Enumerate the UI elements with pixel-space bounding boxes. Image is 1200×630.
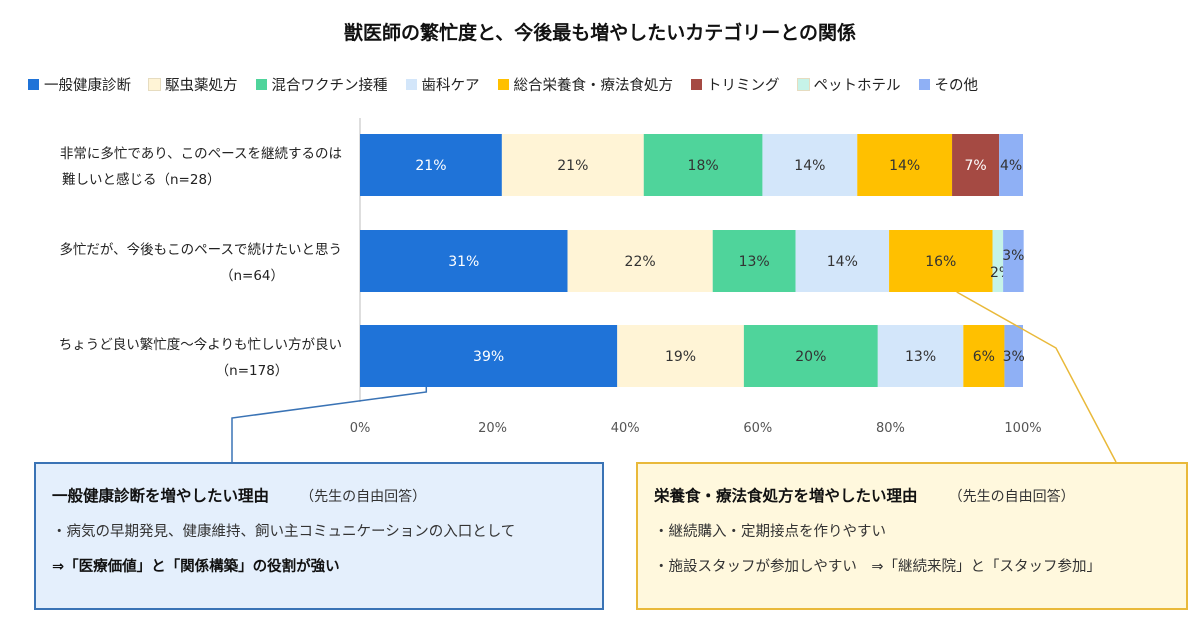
bar-segment xyxy=(999,134,1023,196)
callout-left-connector xyxy=(231,387,428,462)
x-tick-label: 0% xyxy=(350,421,371,436)
data-label: 3% xyxy=(1003,349,1025,365)
legend-swatch xyxy=(255,79,267,90)
data-label: 39% xyxy=(473,349,504,365)
legend-swatch xyxy=(28,79,39,90)
x-tick-label: 60% xyxy=(743,421,772,436)
callout-right-connector xyxy=(956,291,1117,463)
legend-swatch xyxy=(405,79,417,90)
legend-swatch xyxy=(796,78,810,91)
legend-item: 一般健康診断 xyxy=(28,74,131,95)
bar-segment xyxy=(877,325,964,387)
legend-label: その他 xyxy=(934,78,979,94)
legend-label: 混合ワクチン接種 xyxy=(271,78,388,94)
bar-segment xyxy=(360,134,502,196)
data-label: 14% xyxy=(827,254,858,270)
legend-swatch xyxy=(918,79,930,90)
callout-nutrition-food: 栄養食・療法食処方を増やしたい理由 （先生の自由回答） ・継続購入・定期接点を作… xyxy=(636,462,1188,610)
data-label: 7% xyxy=(964,158,986,174)
bar-segment xyxy=(889,230,993,292)
category-label: （n=178） xyxy=(216,363,289,379)
data-label: 13% xyxy=(905,349,936,365)
bar-segment xyxy=(617,325,744,387)
data-label: 21% xyxy=(557,158,588,174)
x-tick-label: 40% xyxy=(611,421,640,436)
callout-right-reason-2: ・施設スタッフが参加しやすい ⇒「継続来院」と「スタッフ参加」 xyxy=(654,559,1102,575)
legend-item: ペットホテル xyxy=(796,74,901,95)
data-label: 22% xyxy=(625,254,656,270)
chart-title: 獣医師の繁忙度と、今後最も増やしたいカテゴリーとの関係 xyxy=(343,22,857,44)
legend-label: トリミング xyxy=(707,78,780,94)
data-label: 31% xyxy=(448,254,479,270)
x-tick-label: 80% xyxy=(876,421,905,436)
legend-label: 駆虫薬処方 xyxy=(165,78,238,94)
legend-label: 歯科ケア xyxy=(421,78,480,94)
legend: 一般健康診断 駆虫薬処方 混合ワクチン接種 歯科ケア 総合栄養食・療法食処方 トリミング ペ… xyxy=(28,74,996,95)
callout-left-title: 一般健康診断を増やしたい理由 xyxy=(52,487,270,505)
legend-swatch xyxy=(497,79,509,90)
legend-label: 一般健康診断 xyxy=(44,78,131,94)
bar-segment xyxy=(360,325,618,387)
category-label: （n=64） xyxy=(220,268,284,284)
data-label: 21% xyxy=(415,158,446,174)
bar-segment xyxy=(992,230,1004,292)
legend-item: トリミング xyxy=(691,74,780,95)
bar-segment xyxy=(360,230,568,292)
x-tick-label: 20% xyxy=(478,421,507,436)
data-label: 6% xyxy=(973,349,995,365)
bar-segment xyxy=(963,325,1005,387)
x-tick-label: 100% xyxy=(1004,421,1041,436)
bar-segment xyxy=(762,134,858,196)
data-label: 3% xyxy=(1002,248,1024,264)
category-label: ちょうど良い繁忙度～今よりも忙しい方が良い xyxy=(59,337,342,353)
category-label: 非常に多忙であり、このペースを継続するのは xyxy=(60,145,342,162)
data-label: 20% xyxy=(795,349,826,365)
bar-segment xyxy=(857,134,953,196)
bar-segment xyxy=(712,230,796,292)
data-label: 14% xyxy=(794,158,825,174)
legend-item: 総合栄養食・療法食処方 xyxy=(497,74,674,95)
bar-segment xyxy=(1003,230,1024,292)
callout-left-reason: ・病気の早期発見、健康維持、飼い主コミュニケーションの入口として xyxy=(52,524,516,540)
legend-label: 総合栄養食・療法食処方 xyxy=(513,78,674,94)
callout-right-title: 栄養食・療法食処方を増やしたい理由 xyxy=(654,487,918,505)
legend-item: 混合ワクチン接種 xyxy=(255,74,388,95)
data-label: 14% xyxy=(889,158,920,174)
bar-segment xyxy=(952,134,1000,196)
category-label: 難しいと感じる（n=28） xyxy=(62,171,221,188)
callout-left-subtitle: （先生の自由回答） xyxy=(300,489,427,505)
bar-segment xyxy=(795,230,890,292)
callout-right-reason-1: ・継続購入・定期接点を作りやすい xyxy=(654,524,886,540)
data-label: 13% xyxy=(739,254,770,270)
legend-swatch xyxy=(148,78,161,91)
legend-item: 歯科ケア xyxy=(405,74,480,95)
legend-swatch xyxy=(691,79,702,90)
bar-segment xyxy=(567,230,713,292)
bar-segment xyxy=(743,325,878,387)
data-label: 4% xyxy=(1000,158,1022,174)
legend-item: その他 xyxy=(918,74,979,95)
data-label: 16% xyxy=(925,254,956,270)
callout-right-subtitle: （先生の自由回答） xyxy=(948,489,1075,505)
data-label: 18% xyxy=(688,158,719,174)
legend-label: ペットホテル xyxy=(813,78,901,94)
category-label: 多忙だが、今後もこのペースで続けたいと思う xyxy=(59,241,342,258)
data-label: 19% xyxy=(665,349,696,365)
callout-left-conclusion: ⇒「医療価値」と「関係構築」の役割が強い xyxy=(52,559,340,575)
bar-segment xyxy=(1004,325,1023,387)
legend-item: 駆虫薬処方 xyxy=(148,74,238,95)
bar-segment xyxy=(501,134,644,196)
callout-health-checkup: 一般健康診断を増やしたい理由 （先生の自由回答） ・病気の早期発見、健康維持、飼… xyxy=(34,462,604,610)
bar-segment xyxy=(643,134,763,196)
